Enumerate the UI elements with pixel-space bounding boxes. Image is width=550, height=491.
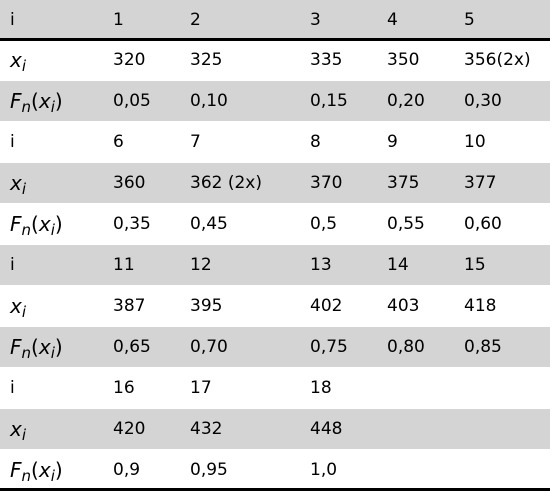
table-cell: 0,9 [113, 460, 141, 480]
table-cell: 375 [387, 173, 420, 193]
table-cell: 2 [190, 10, 201, 30]
table-cell: 0,70 [190, 337, 228, 357]
table-cell: 418 [464, 296, 497, 316]
table-cell: 15 [464, 255, 486, 275]
table-cell: 0,80 [387, 337, 425, 357]
row-label-x: xi [10, 294, 27, 321]
row-label-index: i [10, 10, 15, 30]
table-cell: 0,60 [464, 214, 502, 234]
table-cell: 362 (2x) [190, 173, 262, 193]
table-cell: 8 [310, 132, 321, 152]
row-label-x: xi [10, 417, 27, 444]
table-cell: 0,85 [464, 337, 502, 357]
table-cell: 7 [190, 132, 201, 152]
table-cell: 335 [310, 50, 343, 70]
table-cell: 3 [310, 10, 321, 30]
table-cell: 5 [464, 10, 475, 30]
table-cell: 16 [113, 378, 135, 398]
table-cell: 395 [190, 296, 223, 316]
table-cell: 0,05 [113, 91, 151, 111]
table-row-x: xi 420 432 448 [0, 409, 550, 449]
table-cell: 1 [113, 10, 124, 30]
row-label-index: i [10, 255, 15, 275]
table-cell: 0,65 [113, 337, 151, 357]
row-label-index: i [10, 132, 15, 152]
table-cell: 0,35 [113, 214, 151, 234]
header-divider [0, 38, 550, 41]
table-cell: 14 [387, 255, 409, 275]
table-row-x: xi 360 362 (2x) 370 375 377 [0, 163, 550, 203]
table-cell: 403 [387, 296, 420, 316]
table-row-index: i 11 12 13 14 15 [0, 245, 550, 285]
table-cell: 12 [190, 255, 212, 275]
row-label-f: Fn(xi) [10, 89, 63, 116]
table-row-f: Fn(xi) 0,05 0,10 0,15 0,20 0,30 [0, 81, 550, 121]
table-row-f: Fn(xi) 0,9 0,95 1,0 [0, 450, 550, 490]
row-label-f: Fn(xi) [10, 458, 63, 485]
row-label-f: Fn(xi) [10, 335, 63, 362]
row-label-x: xi [10, 48, 27, 75]
table-cell: 11 [113, 255, 135, 275]
table-cell: 360 [113, 173, 146, 193]
table-cell: 387 [113, 296, 146, 316]
table-row-x: xi 387 395 402 403 418 [0, 286, 550, 326]
table-cell: 420 [113, 419, 146, 439]
row-label-x: xi [10, 171, 27, 198]
table-row-index: i 6 7 8 9 10 [0, 122, 550, 162]
table-cell: 6 [113, 132, 124, 152]
table-cell: 0,55 [387, 214, 425, 234]
table-cell: 356(2x) [464, 50, 531, 70]
table-cell: 9 [387, 132, 398, 152]
table-cell: 1,0 [310, 460, 338, 480]
table-cell: 0,10 [190, 91, 228, 111]
table-cell: 13 [310, 255, 332, 275]
table-cell: 4 [387, 10, 398, 30]
table-cell: 0,75 [310, 337, 348, 357]
table-cell: 0,5 [310, 214, 338, 234]
row-label-index: i [10, 378, 15, 398]
table-cell: 370 [310, 173, 343, 193]
table-cell: 448 [310, 419, 343, 439]
table-cell: 320 [113, 50, 146, 70]
row-label-f: Fn(xi) [10, 212, 63, 239]
table-cell: 350 [387, 50, 420, 70]
table-row-x: xi 320 325 335 350 356(2x) [0, 40, 550, 80]
bottom-divider [0, 488, 550, 491]
table-cell: 0,30 [464, 91, 502, 111]
table-row-f: Fn(xi) 0,35 0,45 0,5 0,55 0,60 [0, 204, 550, 244]
table-cell: 17 [190, 378, 212, 398]
table-row-index: i 1 2 3 4 5 [0, 0, 550, 40]
table-cell: 0,15 [310, 91, 348, 111]
table-cell: 377 [464, 173, 497, 193]
table-cell: 0,95 [190, 460, 228, 480]
table-cell: 10 [464, 132, 486, 152]
table-cell: 325 [190, 50, 223, 70]
table-cell: 402 [310, 296, 343, 316]
table-row-f: Fn(xi) 0,65 0,70 0,75 0,80 0,85 [0, 327, 550, 367]
table-cell: 18 [310, 378, 332, 398]
table-cell: 0,20 [387, 91, 425, 111]
table-cell: 0,45 [190, 214, 228, 234]
table-row-index: i 16 17 18 [0, 368, 550, 408]
table-cell: 432 [190, 419, 223, 439]
